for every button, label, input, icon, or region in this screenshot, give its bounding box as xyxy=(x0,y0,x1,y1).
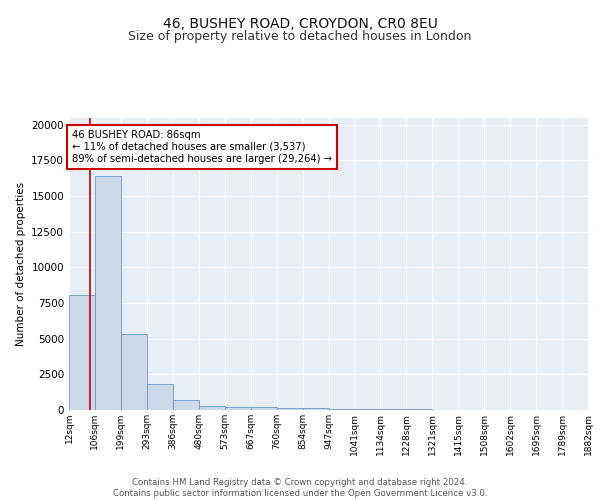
Bar xyxy=(277,408,302,410)
Bar xyxy=(302,408,329,410)
Bar xyxy=(225,406,251,410)
Bar xyxy=(69,295,95,410)
Bar xyxy=(355,409,380,410)
Bar xyxy=(251,407,277,410)
Text: Size of property relative to detached houses in London: Size of property relative to detached ho… xyxy=(128,30,472,43)
Bar xyxy=(199,406,224,410)
Bar xyxy=(121,334,147,410)
Bar xyxy=(329,409,355,410)
Text: Contains HM Land Registry data © Crown copyright and database right 2024.
Contai: Contains HM Land Registry data © Crown c… xyxy=(113,478,487,498)
Text: 46 BUSHEY ROAD: 86sqm
← 11% of detached houses are smaller (3,537)
89% of semi-d: 46 BUSHEY ROAD: 86sqm ← 11% of detached … xyxy=(72,130,332,164)
Bar xyxy=(173,400,199,410)
Bar xyxy=(147,384,173,410)
Bar xyxy=(95,176,121,410)
Text: 46, BUSHEY ROAD, CROYDON, CR0 8EU: 46, BUSHEY ROAD, CROYDON, CR0 8EU xyxy=(163,18,437,32)
Y-axis label: Number of detached properties: Number of detached properties xyxy=(16,182,26,346)
